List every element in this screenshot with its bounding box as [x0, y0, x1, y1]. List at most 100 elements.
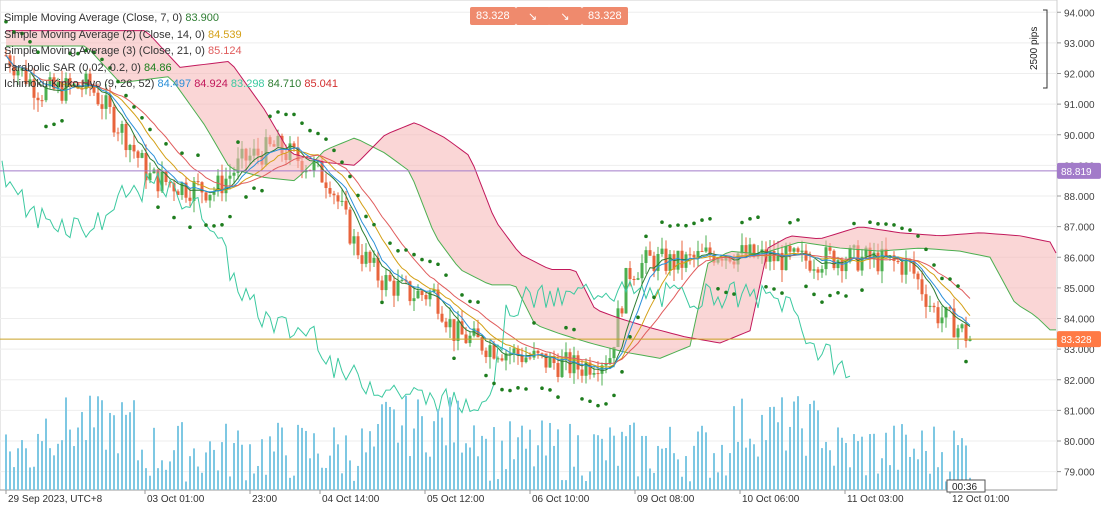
parabolic-sar-dot — [964, 359, 968, 364]
candle — [820, 269, 824, 273]
candle — [552, 356, 556, 364]
parabolic-sar-dot — [204, 223, 208, 227]
candle — [316, 160, 320, 163]
candle — [380, 280, 384, 291]
candle — [120, 124, 124, 133]
legend-value: 84.497 — [157, 78, 192, 90]
candle — [836, 260, 840, 269]
volume-bar — [237, 430, 239, 490]
candle — [212, 191, 216, 195]
volume-bar — [221, 442, 223, 490]
parabolic-sar-dot — [44, 124, 48, 129]
volume-bar — [797, 396, 799, 490]
parabolic-sar-dot — [228, 214, 232, 219]
candle — [104, 95, 108, 109]
parabolic-sar-dot — [628, 335, 632, 339]
buy-price: 83.328 — [582, 7, 628, 25]
volume-bar — [385, 401, 387, 490]
volume-bar — [213, 449, 215, 490]
candle — [336, 195, 340, 202]
y-tick-label: 87.000 — [1064, 223, 1095, 234]
parabolic-sar-dot — [156, 205, 160, 209]
volume-bar — [941, 452, 943, 490]
volume-bar — [585, 481, 587, 490]
volume-bar — [233, 443, 235, 490]
volume-bar — [501, 440, 503, 490]
candle — [584, 362, 588, 376]
volume-bar — [229, 476, 231, 490]
buy-button[interactable]: ↘ 83.328 — [548, 7, 628, 25]
volume-bar — [73, 446, 75, 490]
volume-bar — [937, 467, 939, 490]
parabolic-sar-dot — [308, 128, 312, 133]
candle — [480, 337, 484, 351]
volume-bar — [661, 448, 663, 490]
candle — [428, 292, 432, 300]
volume-bar — [69, 429, 71, 490]
sma-7-line — [5, 55, 971, 372]
candle — [116, 132, 120, 134]
parabolic-sar-dot — [292, 112, 296, 117]
volume-bar — [197, 466, 199, 490]
volume-bar — [549, 422, 551, 490]
candle — [20, 68, 24, 71]
volume-bar — [673, 453, 675, 490]
volume-bar — [305, 430, 307, 490]
candle — [332, 193, 336, 196]
y-tick-label: 79.000 — [1064, 468, 1095, 479]
legend-row-sma14[interactable]: Simple Moving Average (2) (Close, 14, 0)… — [4, 27, 338, 44]
legend-row-sma21[interactable]: Simple Moving Average (3) (Close, 21, 0)… — [4, 43, 338, 60]
volume-bar — [565, 480, 567, 490]
legend-row-ichimoku[interactable]: Ichimoku Kinko Hyo (9, 26, 52) 84.497 84… — [4, 76, 338, 93]
parabolic-sar-dot — [604, 402, 608, 406]
volume-bar — [685, 456, 687, 490]
volume-bar — [917, 459, 919, 490]
parabolic-sar-dot — [412, 252, 416, 257]
candle — [924, 294, 928, 307]
candle — [340, 200, 344, 202]
volume-bar — [601, 438, 603, 490]
candle — [804, 250, 808, 261]
sell-button[interactable]: 83.328 ↘ — [470, 7, 550, 25]
parabolic-sar-dot — [852, 221, 856, 226]
volume-bar — [185, 481, 187, 490]
volume-bar — [293, 475, 295, 490]
volume-bar — [5, 434, 7, 490]
legend-row-sma7[interactable]: Simple Moving Average (Close, 7, 0) 83.9… — [4, 10, 338, 27]
volume-bar — [277, 422, 279, 490]
parabolic-sar-dot — [612, 393, 616, 398]
parabolic-sar-dot — [540, 386, 544, 390]
volume-bar — [865, 475, 867, 490]
legend-row-sar[interactable]: Parabolic SAR (0.02, 0.2, 0) 84.86 — [4, 60, 338, 77]
volume-bar — [817, 410, 819, 490]
volume-bar — [953, 430, 955, 490]
candle — [628, 268, 632, 279]
candle — [12, 66, 16, 76]
x-tick-label: 06 Oct 10:00 — [532, 494, 590, 505]
volume-bar — [413, 428, 415, 490]
parabolic-sar-dot — [396, 249, 400, 253]
volume-bar — [253, 473, 255, 490]
volume-bar — [373, 446, 375, 490]
candle — [692, 254, 696, 258]
parabolic-sar-dot — [556, 395, 560, 399]
parabolic-sar-dot — [492, 381, 496, 386]
volume-bar — [689, 481, 691, 490]
x-tick-label: 23:00 — [252, 494, 277, 505]
volume-bar — [813, 400, 815, 490]
volume-bar — [745, 447, 747, 490]
candle — [204, 192, 208, 201]
volume-bar — [297, 424, 299, 490]
parabolic-sar-dot — [100, 57, 104, 62]
volume-bar — [785, 450, 787, 490]
volume-bar — [545, 455, 547, 490]
volume-bar — [761, 414, 763, 490]
volume-bar — [605, 460, 607, 490]
volume-bar — [709, 477, 711, 490]
hline-price-label: 88.819 — [1061, 167, 1092, 178]
parabolic-sar-dot — [884, 222, 888, 226]
volume-bar — [701, 425, 703, 490]
parabolic-sar-dot — [932, 263, 936, 267]
parabolic-sar-dot — [820, 300, 824, 304]
